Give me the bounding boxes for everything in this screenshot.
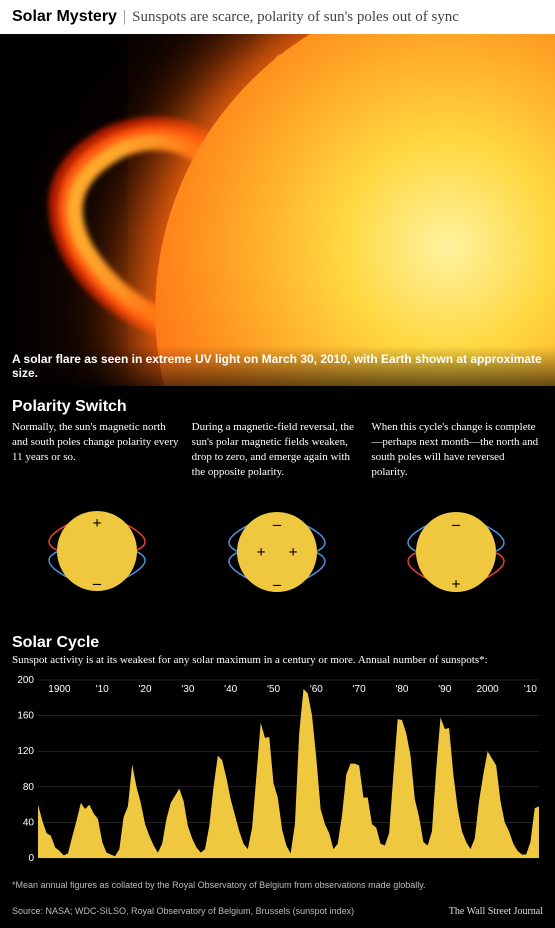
svg-text:80: 80 (23, 782, 35, 793)
solar-cycle-subtitle: Sunspot activity is at its weakest for a… (12, 654, 543, 666)
source-row: Source: NASA; WDC-SILSO, Royal Observato… (0, 904, 555, 928)
sun-body (155, 34, 555, 386)
infographic-container: Solar Mystery | Sunspots are scarce, pol… (0, 0, 555, 928)
solar-cycle-section: Solar Cycle Sunspot activity is at its w… (0, 634, 555, 904)
svg-text:'80: '80 (395, 684, 408, 695)
svg-text:–: – (92, 575, 102, 592)
svg-text:–: – (451, 516, 461, 533)
svg-text:0: 0 (28, 853, 34, 864)
svg-text:+: + (256, 544, 265, 561)
svg-text:200: 200 (17, 675, 34, 686)
polarity-title: Polarity Switch (12, 398, 543, 416)
source-text: Source: NASA; WDC-SILSO, Royal Observato… (12, 906, 354, 918)
header-bar: Solar Mystery | Sunspots are scarce, pol… (0, 0, 555, 34)
polarity-text: Normally, the sun's magnetic north and s… (12, 420, 184, 478)
polarity-diagram: +– (12, 486, 182, 616)
svg-text:–: – (272, 576, 282, 593)
polarity-col: When this cycle's change is complete—per… (371, 420, 543, 622)
svg-text:'70: '70 (353, 684, 366, 695)
sunspot-chart-svg: 0 40 80 120 160 200 1900 '10 '20 '30 '40 '50 '60 '70 '… (12, 674, 543, 874)
svg-text:+: + (92, 515, 101, 532)
svg-text:2000: 2000 (476, 684, 499, 695)
svg-text:+: + (452, 576, 461, 593)
polarity-row: Normally, the sun's magnetic north and s… (12, 420, 543, 622)
hero-caption: A solar flare as seen in extreme UV ligh… (0, 346, 555, 386)
svg-text:40: 40 (23, 818, 35, 829)
subheadline: Sunspots are scarce, polarity of sun's p… (132, 9, 459, 26)
polarity-section: Polarity Switch Normally, the sun's magn… (0, 386, 555, 634)
credit-text: The Wall Street Journal (449, 906, 543, 918)
polarity-diagram: – –+ + (192, 487, 362, 617)
svg-text:'10: '10 (96, 684, 109, 695)
polarity-text: During a magnetic-field reversal, the su… (192, 420, 364, 479)
footnote: *Mean annual figures as collated by the … (12, 880, 543, 892)
solar-cycle-title: Solar Cycle (12, 634, 543, 652)
svg-text:1900: 1900 (48, 684, 71, 695)
headline: Solar Mystery (12, 8, 117, 26)
svg-text:–: – (272, 516, 282, 533)
svg-text:'40: '40 (224, 684, 237, 695)
svg-text:+: + (288, 544, 297, 561)
svg-text:'90: '90 (438, 684, 451, 695)
svg-text:'60: '60 (310, 684, 323, 695)
svg-text:'50: '50 (267, 684, 280, 695)
sunspot-chart: 0 40 80 120 160 200 1900 '10 '20 '30 '40 '50 '60 '70 '… (12, 674, 543, 874)
svg-text:160: 160 (17, 711, 34, 722)
svg-text:'10: '10 (524, 684, 537, 695)
svg-text:120: 120 (17, 747, 34, 758)
hero-image: A solar flare as seen in extreme UV ligh… (0, 34, 555, 386)
svg-text:'30: '30 (181, 684, 194, 695)
headline-divider: | (123, 8, 126, 26)
polarity-text: When this cycle's change is complete—per… (371, 420, 543, 479)
polarity-col: During a magnetic-field reversal, the su… (192, 420, 364, 622)
svg-text:'20: '20 (139, 684, 152, 695)
polarity-diagram: –+ (371, 487, 541, 617)
polarity-col: Normally, the sun's magnetic north and s… (12, 420, 184, 622)
